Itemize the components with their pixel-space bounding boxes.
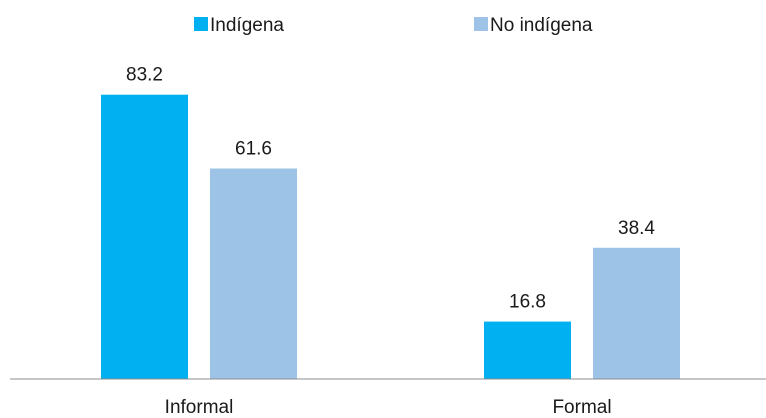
bar-informal-ind-gena [101, 94, 188, 379]
bars [101, 94, 680, 379]
legend-label-ind-gena: Indígena [210, 15, 284, 36]
bar-formal-ind-gena [484, 321, 571, 379]
value-label-formal-no-ind-gena: 38.4 [618, 218, 655, 239]
bar-informal-no-ind-gena [210, 168, 297, 379]
value-label-informal-ind-gena: 83.2 [126, 65, 163, 86]
data-labels: 83.2 61.6 16.8 38.4 [126, 65, 655, 313]
bar-formal-no-ind-gena [593, 247, 680, 379]
legend-swatch-no-ind-gena [474, 17, 488, 31]
category-labels: Informal Formal [165, 397, 612, 418]
legend-label-no-ind-gena: No indígena [490, 15, 593, 36]
legend: Indígena No indígena [194, 15, 593, 36]
value-label-informal-no-ind-gena: 61.6 [235, 139, 272, 160]
legend-swatch-ind-gena [194, 17, 208, 31]
value-label-formal-ind-gena: 16.8 [509, 292, 546, 313]
category-label-formal: Formal [552, 397, 611, 418]
category-label-informal: Informal [165, 397, 234, 418]
